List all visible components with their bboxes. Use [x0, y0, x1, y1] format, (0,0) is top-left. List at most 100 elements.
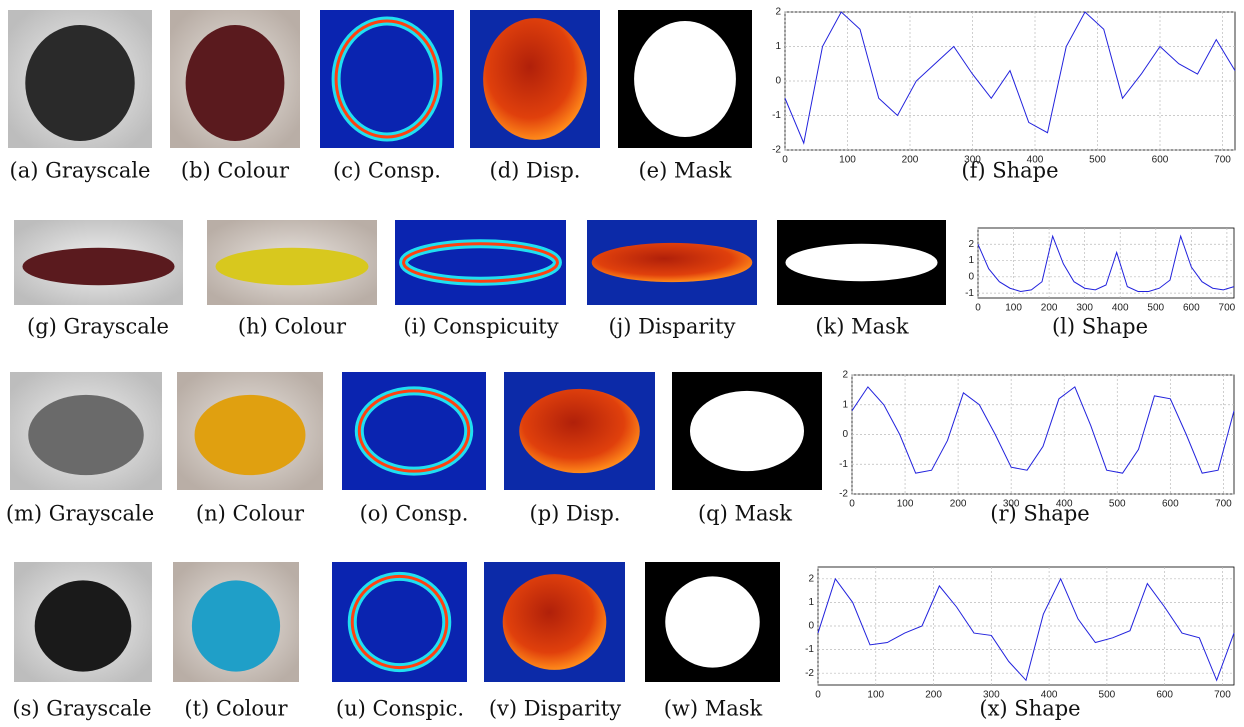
- y-tick-label: -2: [839, 489, 848, 500]
- mask: [634, 21, 736, 137]
- object: [483, 18, 587, 140]
- shape-chart: 0100200300400500600700-1012: [965, 228, 1236, 314]
- caption: (t) Colour: [184, 697, 288, 721]
- object: [192, 580, 280, 671]
- x-tick-label: 0: [782, 155, 788, 166]
- y-tick-label: -1: [965, 288, 974, 299]
- y-tick-label: 2: [968, 239, 974, 250]
- caption: (n) Colour: [196, 502, 305, 526]
- caption: (i) Conspicuity: [403, 315, 558, 339]
- shape-chart: 0100200300400500600700-2-1012: [805, 567, 1234, 701]
- caption: (h) Colour: [238, 315, 347, 339]
- x-tick-label: 600: [1152, 155, 1169, 166]
- x-tick-label: 500: [1089, 155, 1106, 166]
- object: [195, 395, 306, 475]
- x-tick-label: 600: [1156, 690, 1173, 701]
- y-tick-label: 0: [808, 621, 814, 632]
- object: [35, 580, 132, 671]
- x-tick-label: 0: [815, 690, 821, 701]
- x-tick-label: 200: [1041, 303, 1058, 314]
- x-tick-label: 500: [1099, 690, 1116, 701]
- y-tick-label: 1: [968, 255, 974, 266]
- object: [25, 25, 134, 141]
- image-panel: [672, 372, 822, 490]
- x-tick-label: 700: [1214, 690, 1231, 701]
- mask: [665, 576, 760, 667]
- caption: (j) Disparity: [609, 315, 736, 339]
- x-tick-label: 200: [925, 690, 942, 701]
- x-tick-label: 400: [1041, 690, 1058, 701]
- caption: (d) Disp.: [490, 159, 581, 183]
- image-panel: [332, 562, 467, 682]
- figure: (a) Grayscale (b) Colour (c) Consp. (d) Dis…: [0, 0, 1244, 727]
- image-bg: [395, 220, 566, 305]
- caption: (o) Consp.: [360, 502, 469, 526]
- y-tick-label: 2: [842, 370, 848, 381]
- image-panel: [777, 220, 946, 305]
- caption: (w) Mask: [664, 697, 763, 721]
- x-tick-label: 500: [1147, 303, 1164, 314]
- caption: (c) Consp.: [333, 159, 441, 183]
- caption: (q) Mask: [698, 502, 792, 526]
- x-tick-label: 200: [902, 155, 919, 166]
- x-tick-label: 100: [839, 155, 856, 166]
- caption: (s) Grayscale: [12, 697, 151, 721]
- image-panel: [177, 372, 323, 490]
- x-tick-label: 400: [1056, 499, 1073, 510]
- image-panel: [395, 220, 566, 305]
- y-tick-label: 1: [842, 399, 848, 410]
- x-tick-label: 600: [1183, 303, 1200, 314]
- y-tick-label: -2: [805, 668, 814, 679]
- image-panel: [342, 372, 486, 490]
- x-tick-label: 0: [849, 499, 855, 510]
- image-panel: [207, 220, 377, 305]
- image-panel: [14, 220, 183, 305]
- image-panel: [170, 10, 300, 148]
- image-panel: [10, 372, 162, 490]
- x-tick-label: 0: [975, 303, 981, 314]
- image-panel: [8, 10, 152, 148]
- x-tick-label: 700: [1215, 499, 1232, 510]
- x-tick-label: 200: [950, 499, 967, 510]
- x-tick-label: 100: [1005, 303, 1022, 314]
- x-tick-label: 300: [983, 690, 1000, 701]
- mask: [785, 244, 937, 281]
- object: [186, 25, 285, 141]
- image-panel: [504, 372, 655, 490]
- object: [519, 389, 639, 473]
- caption: (u) Conspic.: [336, 697, 464, 721]
- caption: (v) Disparity: [489, 697, 621, 721]
- mask: [690, 391, 804, 471]
- y-tick-label: -1: [772, 110, 781, 121]
- caption: (k) Mask: [815, 315, 909, 339]
- image-panel: [14, 562, 152, 682]
- caption: (a) Grayscale: [10, 159, 151, 183]
- caption: (p) Disp.: [530, 502, 621, 526]
- object: [22, 248, 174, 285]
- y-tick-label: 1: [775, 41, 781, 52]
- caption: (g) Grayscale: [27, 315, 169, 339]
- x-tick-label: 700: [1214, 155, 1231, 166]
- y-tick-label: 1: [808, 597, 814, 608]
- image-panel: [618, 10, 752, 148]
- y-tick-label: 0: [775, 76, 781, 87]
- caption: (b) Colour: [181, 159, 290, 183]
- x-tick-label: 300: [1076, 303, 1093, 314]
- x-tick-label: 100: [897, 499, 914, 510]
- y-tick-label: 2: [808, 573, 814, 584]
- x-tick-label: 500: [1109, 499, 1126, 510]
- object: [216, 248, 369, 285]
- x-tick-label: 300: [964, 155, 981, 166]
- y-tick-label: -1: [805, 644, 814, 655]
- image-panel: [470, 10, 600, 148]
- image-panel: [587, 220, 757, 305]
- caption: (m) Grayscale: [6, 502, 154, 526]
- y-tick-label: 0: [968, 271, 974, 282]
- plot-frame: [978, 228, 1234, 298]
- y-tick-label: 0: [842, 429, 848, 440]
- object: [503, 574, 607, 670]
- y-tick-label: -2: [772, 145, 781, 156]
- object: [592, 243, 753, 282]
- y-tick-label: 2: [775, 7, 781, 18]
